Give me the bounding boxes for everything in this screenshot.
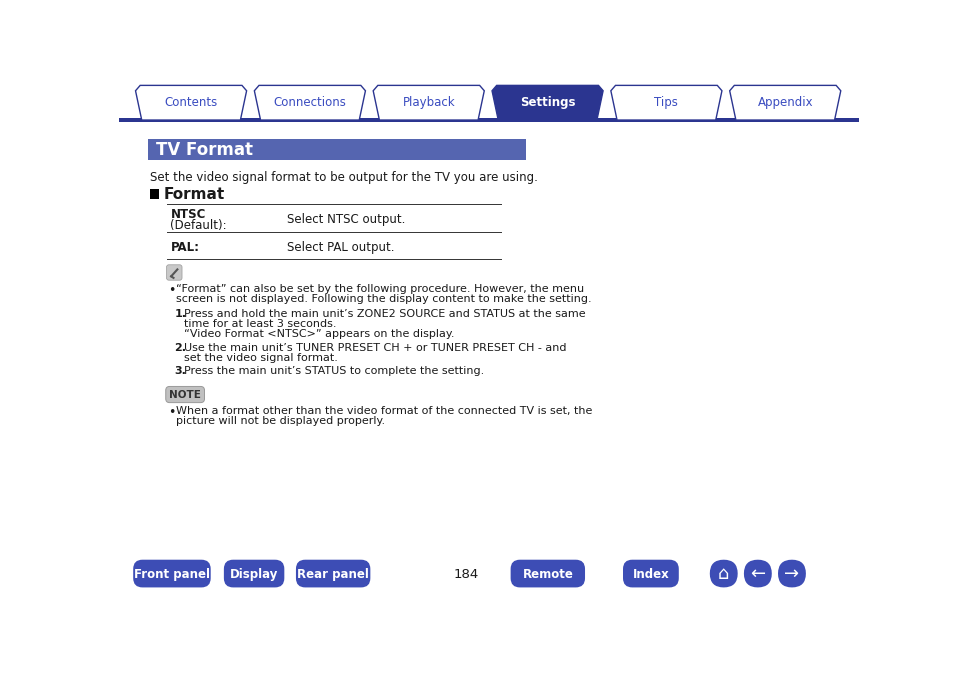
- Text: 1.: 1.: [174, 309, 186, 319]
- Text: 3.: 3.: [174, 366, 186, 376]
- Text: Set the video signal format to be output for the TV you are using.: Set the video signal format to be output…: [150, 171, 537, 184]
- Text: “Video Format <NTSC>” appears on the display.: “Video Format <NTSC>” appears on the dis…: [184, 328, 455, 339]
- Text: Remote: Remote: [522, 568, 573, 581]
- Polygon shape: [373, 85, 484, 120]
- FancyBboxPatch shape: [743, 560, 771, 588]
- Text: (Default):: (Default):: [171, 219, 227, 232]
- Polygon shape: [254, 85, 365, 120]
- FancyBboxPatch shape: [166, 386, 204, 402]
- Text: Display: Display: [230, 568, 278, 581]
- Polygon shape: [492, 85, 602, 120]
- Polygon shape: [729, 85, 840, 120]
- FancyBboxPatch shape: [224, 560, 284, 588]
- Text: •: •: [168, 406, 175, 419]
- Text: set the video signal format.: set the video signal format.: [184, 353, 338, 363]
- Text: NOTE: NOTE: [169, 390, 201, 400]
- Polygon shape: [610, 85, 721, 120]
- Text: Select NTSC output.: Select NTSC output.: [287, 213, 405, 226]
- Text: PAL:: PAL:: [171, 241, 199, 254]
- FancyBboxPatch shape: [778, 560, 805, 588]
- Bar: [148, 139, 525, 160]
- Text: Playback: Playback: [402, 96, 455, 109]
- Text: Press the main unit’s STATUS to complete the setting.: Press the main unit’s STATUS to complete…: [184, 366, 484, 376]
- Text: ⌂: ⌂: [718, 565, 729, 583]
- Text: TV Format: TV Format: [155, 141, 253, 159]
- FancyBboxPatch shape: [167, 264, 182, 280]
- Text: NTSC: NTSC: [171, 208, 206, 221]
- FancyBboxPatch shape: [622, 560, 679, 588]
- Text: 184: 184: [454, 568, 478, 581]
- FancyBboxPatch shape: [295, 560, 370, 588]
- FancyBboxPatch shape: [133, 560, 211, 588]
- Text: •: •: [168, 284, 175, 297]
- Text: Settings: Settings: [519, 96, 575, 109]
- Text: Press and hold the main unit’s ZONE2 SOURCE and STATUS at the same: Press and hold the main unit’s ZONE2 SOU…: [184, 309, 585, 319]
- Text: →: →: [783, 565, 799, 583]
- Text: Use the main unit’s TUNER PRESET CH + or TUNER PRESET CH - and: Use the main unit’s TUNER PRESET CH + or…: [184, 343, 566, 353]
- Text: Connections: Connections: [274, 96, 346, 109]
- FancyBboxPatch shape: [510, 560, 584, 588]
- Polygon shape: [135, 85, 246, 120]
- Text: When a format other than the video format of the connected TV is set, the: When a format other than the video forma…: [175, 406, 592, 417]
- Text: Index: Index: [632, 568, 669, 581]
- Text: Tips: Tips: [654, 96, 678, 109]
- Bar: [150, 188, 158, 199]
- Bar: [119, 118, 858, 122]
- Text: Select PAL output.: Select PAL output.: [287, 241, 395, 254]
- Text: Rear panel: Rear panel: [297, 568, 369, 581]
- Text: Front panel: Front panel: [133, 568, 210, 581]
- Text: ←: ←: [749, 565, 764, 583]
- Text: “Format” can also be set by the following procedure. However, the menu: “Format” can also be set by the followin…: [175, 284, 583, 294]
- FancyBboxPatch shape: [709, 560, 737, 588]
- Text: 2.: 2.: [174, 343, 186, 353]
- Text: Contents: Contents: [164, 96, 217, 109]
- Text: Appendix: Appendix: [757, 96, 812, 109]
- Text: screen is not displayed. Following the display content to make the setting.: screen is not displayed. Following the d…: [175, 294, 591, 304]
- Text: time for at least 3 seconds.: time for at least 3 seconds.: [184, 319, 336, 328]
- Text: picture will not be displayed properly.: picture will not be displayed properly.: [175, 417, 385, 427]
- Text: Format: Format: [163, 187, 225, 202]
